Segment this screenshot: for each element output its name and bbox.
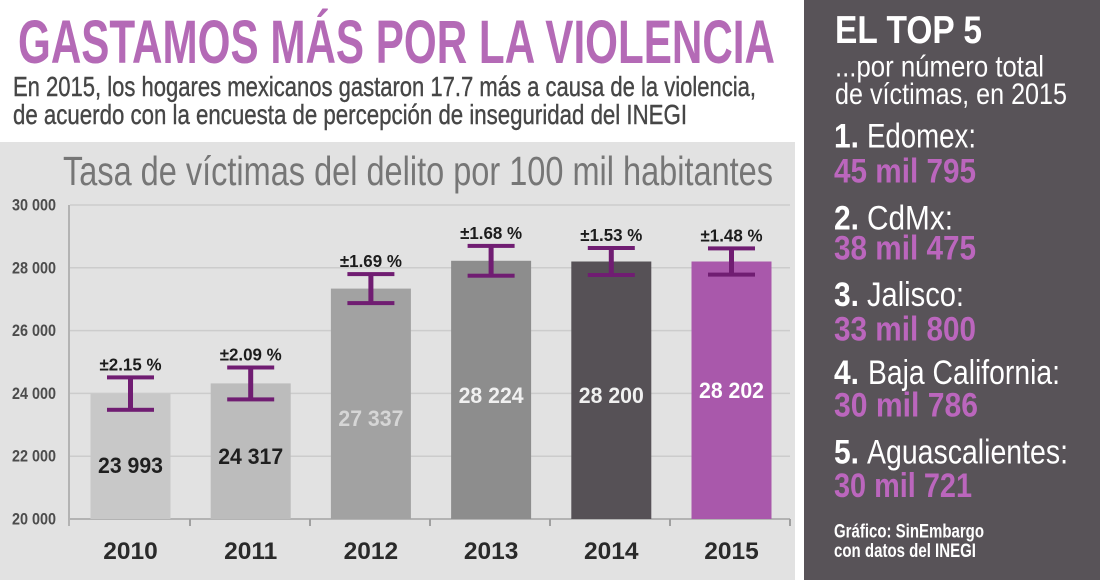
svg-text:24 000: 24 000 [12, 385, 56, 403]
svg-text:de víctimas, en 2015: de víctimas, en 2015 [835, 78, 1067, 111]
svg-text:3.: 3. [834, 276, 859, 314]
svg-text:Edomex:: Edomex: [867, 118, 976, 156]
svg-text:28 000: 28 000 [12, 259, 56, 277]
svg-text:±2.09 %: ±2.09 % [220, 345, 282, 365]
svg-text:2014: 2014 [584, 538, 639, 565]
svg-text:±1.69 %: ±1.69 % [340, 251, 402, 271]
svg-text:24 317: 24 317 [218, 444, 283, 469]
svg-text:2011: 2011 [224, 538, 277, 565]
svg-text:Jalisco:: Jalisco: [867, 276, 964, 314]
svg-text:45 mil 795: 45 mil 795 [834, 153, 976, 191]
svg-text:En 2015, los hogares mexicanos: En 2015, los hogares mexicanos gastaron … [13, 71, 756, 102]
svg-text:2010: 2010 [103, 538, 158, 565]
svg-text:EL TOP 5: EL TOP 5 [835, 9, 982, 52]
svg-text:30 mil 721: 30 mil 721 [834, 467, 972, 505]
svg-text:2013: 2013 [464, 538, 519, 565]
svg-text:28 202: 28 202 [699, 378, 764, 403]
svg-text:±1.68 %: ±1.68 % [460, 223, 522, 243]
svg-text:Tasa de víctimas del delito po: Tasa de víctimas del delito por 100 mil … [63, 148, 773, 194]
svg-text:±1.53 %: ±1.53 % [580, 225, 642, 245]
svg-text:27 337: 27 337 [338, 406, 403, 431]
svg-text:28 224: 28 224 [459, 383, 525, 408]
svg-text:2.: 2. [834, 200, 859, 238]
svg-text:30 mil 786: 30 mil 786 [834, 387, 978, 425]
svg-text:CdMx:: CdMx: [867, 200, 953, 238]
svg-text:±1.48 %: ±1.48 % [701, 225, 763, 245]
svg-text:con datos del INEGI: con datos del INEGI [834, 541, 976, 562]
svg-text:...por número total: ...por número total [835, 51, 1044, 84]
svg-text:GASTAMOS MÁS POR LA VIOLENCIA: GASTAMOS MÁS POR LA VIOLENCIA [18, 8, 775, 76]
svg-text:Gráfico: SinEmbargo: Gráfico: SinEmbargo [834, 522, 984, 543]
svg-text:4.: 4. [834, 354, 859, 392]
svg-text:2015: 2015 [704, 538, 759, 565]
svg-text:Aguascalientes:: Aguascalientes: [867, 434, 1068, 472]
svg-text:5.: 5. [834, 434, 859, 472]
svg-text:22 000: 22 000 [12, 448, 56, 466]
svg-text:33 mil 800: 33 mil 800 [834, 311, 976, 349]
svg-text:38 mil 475: 38 mil 475 [834, 230, 976, 268]
svg-text:Baja California:: Baja California: [868, 354, 1060, 392]
svg-text:30 000: 30 000 [12, 197, 56, 215]
svg-text:26 000: 26 000 [12, 322, 56, 340]
svg-text:de acuerdo con la encuesta de: de acuerdo con la encuesta de percepción… [13, 99, 687, 130]
svg-text:±2.15 %: ±2.15 % [100, 354, 162, 374]
svg-text:20 000: 20 000 [12, 511, 56, 529]
svg-text:28 200: 28 200 [579, 383, 644, 408]
svg-text:23 993: 23 993 [98, 453, 163, 478]
svg-text:2012: 2012 [344, 538, 399, 565]
svg-text:1.: 1. [834, 118, 859, 156]
